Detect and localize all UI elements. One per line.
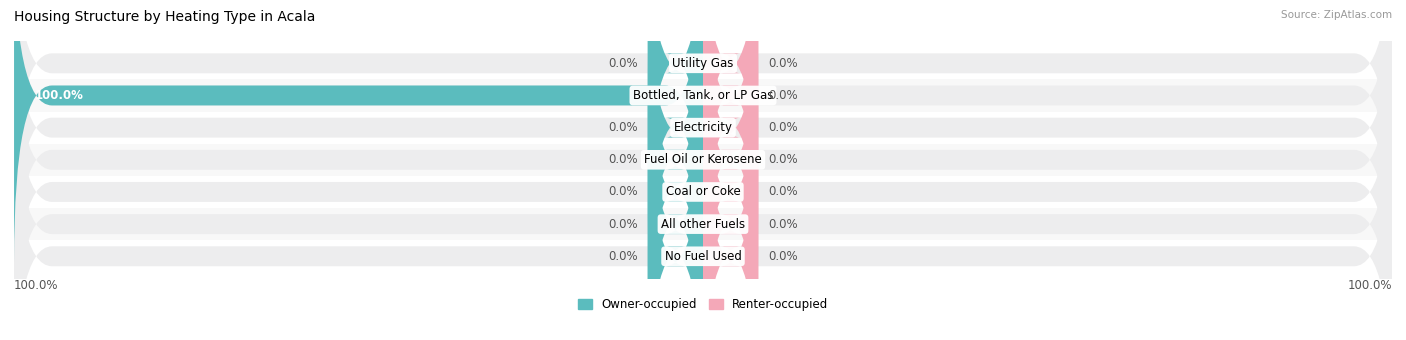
FancyBboxPatch shape xyxy=(703,0,758,230)
Text: 0.0%: 0.0% xyxy=(769,121,799,134)
FancyBboxPatch shape xyxy=(648,0,703,230)
Text: Electricity: Electricity xyxy=(673,121,733,134)
FancyBboxPatch shape xyxy=(703,89,758,340)
Text: No Fuel Used: No Fuel Used xyxy=(665,250,741,263)
FancyBboxPatch shape xyxy=(14,89,1392,340)
Text: 0.0%: 0.0% xyxy=(607,57,637,70)
FancyBboxPatch shape xyxy=(14,176,1392,208)
FancyBboxPatch shape xyxy=(14,25,1392,340)
Text: Housing Structure by Heating Type in Acala: Housing Structure by Heating Type in Aca… xyxy=(14,10,315,24)
Text: Source: ZipAtlas.com: Source: ZipAtlas.com xyxy=(1281,10,1392,20)
FancyBboxPatch shape xyxy=(14,80,1392,112)
FancyBboxPatch shape xyxy=(14,0,1392,327)
FancyBboxPatch shape xyxy=(14,240,1392,272)
Text: 0.0%: 0.0% xyxy=(607,121,637,134)
Text: Coal or Coke: Coal or Coke xyxy=(665,185,741,199)
FancyBboxPatch shape xyxy=(14,0,1392,294)
Text: 100.0%: 100.0% xyxy=(35,89,83,102)
FancyBboxPatch shape xyxy=(648,25,703,340)
FancyBboxPatch shape xyxy=(14,112,1392,144)
Text: Fuel Oil or Kerosene: Fuel Oil or Kerosene xyxy=(644,153,762,166)
FancyBboxPatch shape xyxy=(648,57,703,340)
FancyBboxPatch shape xyxy=(703,0,758,262)
Text: 0.0%: 0.0% xyxy=(607,153,637,166)
Text: 0.0%: 0.0% xyxy=(769,57,799,70)
Text: 0.0%: 0.0% xyxy=(607,250,637,263)
FancyBboxPatch shape xyxy=(14,144,1392,176)
Text: Utility Gas: Utility Gas xyxy=(672,57,734,70)
FancyBboxPatch shape xyxy=(648,89,703,340)
Text: All other Fuels: All other Fuels xyxy=(661,218,745,231)
Text: 100.0%: 100.0% xyxy=(14,279,59,292)
Text: 0.0%: 0.0% xyxy=(607,185,637,199)
FancyBboxPatch shape xyxy=(14,47,1392,80)
FancyBboxPatch shape xyxy=(14,57,1392,340)
FancyBboxPatch shape xyxy=(703,25,758,340)
Text: 0.0%: 0.0% xyxy=(769,89,799,102)
FancyBboxPatch shape xyxy=(703,0,758,294)
Text: 0.0%: 0.0% xyxy=(607,218,637,231)
Text: 0.0%: 0.0% xyxy=(769,250,799,263)
FancyBboxPatch shape xyxy=(648,0,703,294)
FancyBboxPatch shape xyxy=(14,0,1392,262)
FancyBboxPatch shape xyxy=(14,0,703,262)
Text: 0.0%: 0.0% xyxy=(769,185,799,199)
Text: 100.0%: 100.0% xyxy=(1347,279,1392,292)
FancyBboxPatch shape xyxy=(14,0,1392,230)
Legend: Owner-occupied, Renter-occupied: Owner-occupied, Renter-occupied xyxy=(572,293,834,316)
Text: 0.0%: 0.0% xyxy=(769,153,799,166)
FancyBboxPatch shape xyxy=(648,0,703,327)
Text: 0.0%: 0.0% xyxy=(769,218,799,231)
FancyBboxPatch shape xyxy=(14,208,1392,240)
FancyBboxPatch shape xyxy=(703,0,758,327)
FancyBboxPatch shape xyxy=(703,57,758,340)
Text: Bottled, Tank, or LP Gas: Bottled, Tank, or LP Gas xyxy=(633,89,773,102)
